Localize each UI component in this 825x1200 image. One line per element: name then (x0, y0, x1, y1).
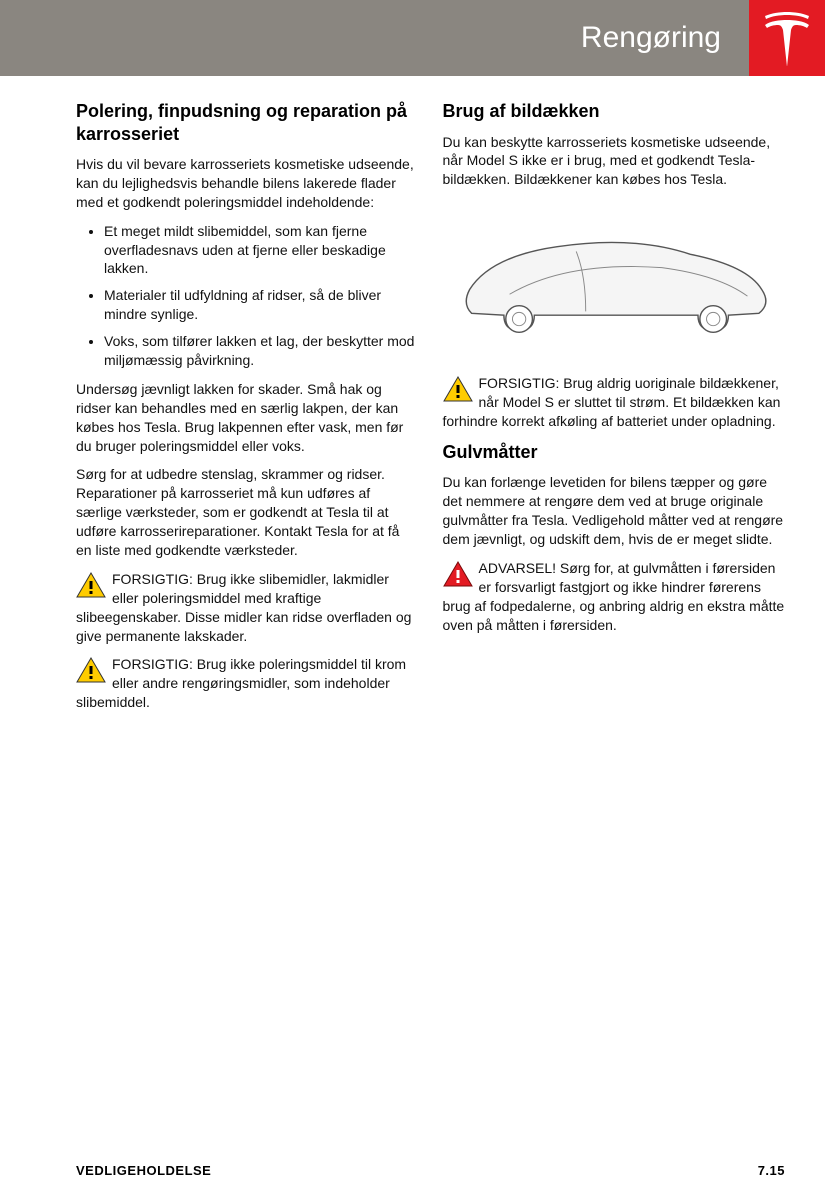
bullet-list: Et meget mildt slibemiddel, som kan fjer… (76, 222, 419, 370)
caution-text: FORSIGTIG: Brug ikke slibemidler, lakmid… (76, 571, 411, 644)
para-repair: Sørg for at udbedre stenslag, skrammer o… (76, 465, 419, 559)
tesla-logo-icon (762, 8, 812, 68)
left-column: Polering, finpudsning og reparation på k… (76, 100, 419, 1140)
para-intro: Hvis du vil bevare karrosseriets kosmeti… (76, 155, 419, 212)
caution-icon (76, 572, 106, 598)
list-item: Materialer til udfyldning af ridser, så … (104, 286, 419, 324)
caution-icon (76, 657, 106, 683)
caution-text: FORSIGTIG: Brug aldrig uoriginale bildæk… (443, 375, 781, 429)
car-cover-illustration (443, 205, 786, 355)
caution-notice: FORSIGTIG: Brug ikke poleringsmiddel til… (76, 655, 419, 712)
tesla-logo-box (749, 0, 825, 76)
para-inspect: Undersøg jævnligt lakken for skader. Små… (76, 380, 419, 456)
page-footer: VEDLIGEHOLDELSE 7.15 (76, 1163, 785, 1178)
header-title-area: Rengøring (0, 0, 749, 76)
warning-text: ADVARSEL! Sørg for, at gulvmåtten i føre… (443, 560, 785, 633)
footer-section: VEDLIGEHOLDELSE (76, 1163, 211, 1178)
warning-icon (443, 561, 473, 587)
right-column: Brug af bildækken Du kan beskytte karros… (443, 100, 786, 1140)
heading-polishing: Polering, finpudsning og reparation på k… (76, 100, 419, 145)
caution-notice: FORSIGTIG: Brug aldrig uoriginale bildæk… (443, 374, 786, 431)
list-item: Et meget mildt slibemiddel, som kan fjer… (104, 222, 419, 279)
list-item: Voks, som tilfører lakken et lag, der be… (104, 332, 419, 370)
para-cover: Du kan beskytte karrosseriets kosmetiske… (443, 133, 786, 190)
caution-notice: FORSIGTIG: Brug ikke slibemidler, lakmid… (76, 570, 419, 646)
caution-text: FORSIGTIG: Brug ikke poleringsmiddel til… (76, 656, 406, 710)
heading-floor-mats: Gulvmåtter (443, 441, 786, 464)
heading-car-cover: Brug af bildækken (443, 100, 786, 123)
footer-page-number: 7.15 (758, 1163, 785, 1178)
caution-icon (443, 376, 473, 402)
para-mats: Du kan forlænge levetiden for bilens tæp… (443, 473, 786, 549)
page-title: Rengøring (581, 21, 721, 55)
content-area: Polering, finpudsning og reparation på k… (76, 100, 785, 1140)
warning-notice: ADVARSEL! Sørg for, at gulvmåtten i føre… (443, 559, 786, 635)
page-header: Rengøring (0, 0, 825, 76)
